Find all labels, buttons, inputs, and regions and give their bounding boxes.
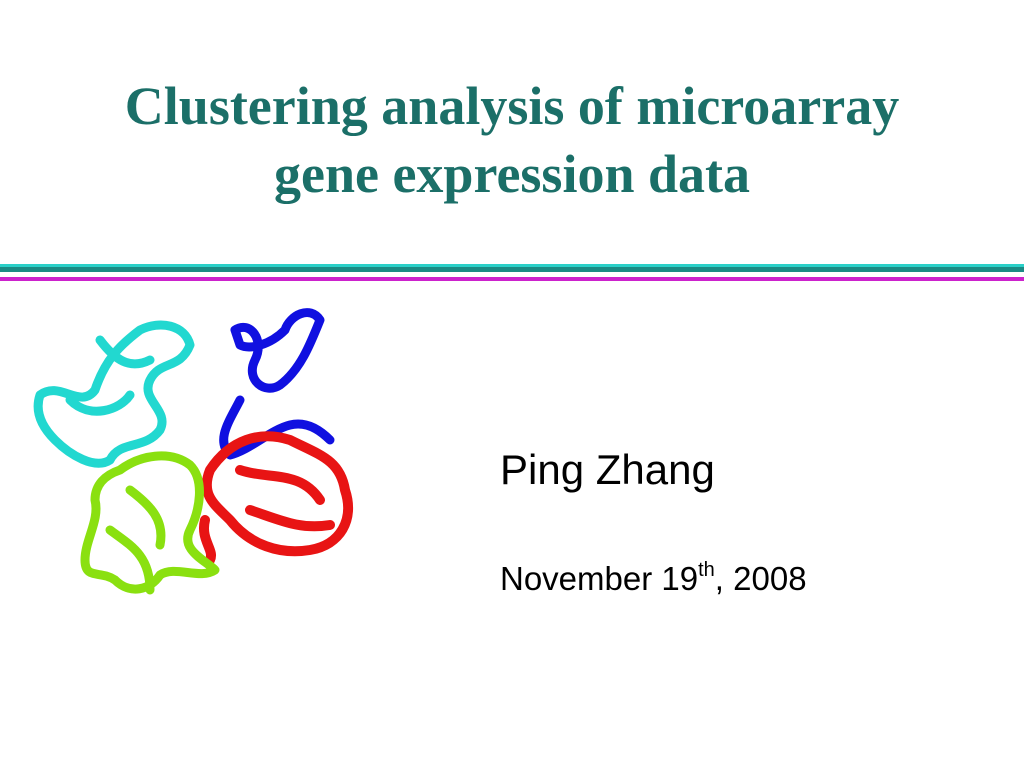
date-suffix: th [698, 559, 715, 581]
green-domain [80, 451, 220, 595]
divider-teal [0, 264, 1024, 272]
date: November 19th, 2008 [500, 560, 807, 598]
divider-magenta [0, 277, 1024, 281]
author: Ping Zhang [500, 446, 715, 493]
title-line: gene expression data [273, 144, 750, 204]
cyan-domain [33, 320, 195, 468]
divider-teal-highlight [0, 264, 1024, 267]
title-line: Clustering analysis of microarray [124, 76, 900, 136]
date-year: , 2008 [714, 560, 807, 597]
date-main: November 19 [500, 560, 699, 597]
protein-image [33, 308, 354, 595]
red-domain [198, 431, 354, 565]
